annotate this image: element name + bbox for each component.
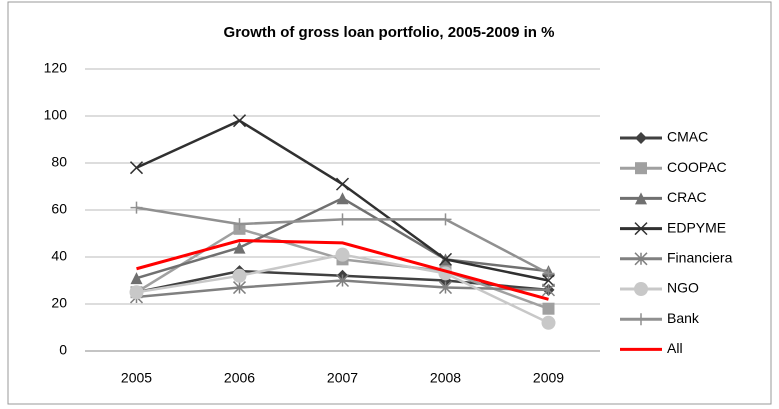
legend-label: CMAC	[667, 129, 708, 145]
marker	[232, 281, 247, 295]
legend-marker	[634, 252, 648, 266]
marker	[542, 302, 555, 315]
marker	[232, 268, 247, 283]
marker	[129, 161, 144, 175]
y-tick-label: 80	[51, 154, 67, 170]
legend-label: Financiera	[667, 250, 733, 266]
legend-label: EDPYME	[667, 219, 726, 235]
chart-frame	[7, 1, 772, 405]
legend-label: COOPAC	[667, 159, 727, 175]
y-tick-label: 100	[44, 107, 68, 123]
legend-marker	[635, 192, 647, 205]
x-tick-label: 2005	[121, 370, 152, 386]
marker	[438, 281, 453, 295]
legend-marker	[634, 282, 648, 296]
marker	[541, 283, 556, 297]
legend-marker	[635, 132, 647, 144]
legend-label: All	[667, 340, 683, 356]
marker	[541, 273, 556, 288]
marker	[335, 273, 350, 288]
marker	[439, 213, 452, 226]
marker	[335, 177, 350, 191]
y-tick-label: 60	[51, 201, 67, 217]
marker	[541, 315, 556, 330]
marker	[542, 267, 555, 280]
marker	[336, 213, 349, 226]
y-tick-label: 20	[51, 295, 67, 311]
legend-marker	[635, 162, 647, 175]
y-tick-label: 120	[44, 60, 68, 76]
legend-label: NGO	[667, 280, 699, 296]
x-tick-label: 2006	[224, 370, 255, 386]
legend-label: Bank	[667, 310, 700, 326]
marker	[130, 272, 143, 285]
marker	[233, 218, 246, 231]
legend-marker	[634, 222, 648, 236]
y-tick-label: 40	[51, 248, 67, 264]
marker	[233, 241, 246, 254]
x-tick-label: 2007	[327, 370, 358, 386]
legend-marker	[635, 313, 647, 326]
x-tick-label: 2009	[533, 370, 564, 386]
series-line	[136, 239, 549, 301]
x-tick-label: 2008	[430, 370, 461, 386]
chart-title: Growth of gross loan portfolio, 2005-200…	[224, 24, 555, 41]
marker	[130, 201, 143, 214]
marker	[336, 192, 349, 205]
marker	[335, 247, 350, 262]
marker	[129, 285, 144, 300]
marker	[438, 252, 453, 266]
legend-label: CRAC	[667, 189, 707, 205]
marker	[232, 114, 247, 128]
y-tick-label: 0	[59, 342, 67, 358]
